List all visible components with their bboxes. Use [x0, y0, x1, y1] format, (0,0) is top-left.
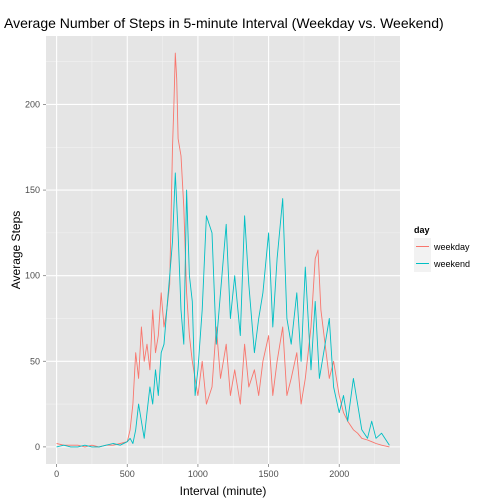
legend-title: day [414, 225, 430, 235]
x-axis-title: Interval (minute) [180, 484, 267, 498]
minor-gridlines [46, 36, 400, 464]
y-tick-label: 100 [25, 271, 40, 281]
y-tick-label: 0 [35, 442, 40, 452]
x-tick-label: 0 [54, 469, 59, 479]
plot-panel [46, 36, 400, 464]
chart-title: Average Number of Steps in 5-minute Inte… [4, 15, 444, 31]
axis-ticks: 0 500 1000 1500 2000 0 50 100 150 200 [25, 99, 349, 479]
series-layer [56, 52, 390, 448]
legend-items: weekday weekend [414, 238, 470, 272]
y-axis-title: Average Steps [9, 211, 23, 290]
x-tick-label: 1000 [188, 469, 208, 479]
y-tick-label: 50 [30, 356, 40, 366]
legend-label-weekday: weekday [433, 242, 470, 252]
legend: day weekday weekend [414, 225, 470, 272]
legend-label-weekend: weekend [433, 259, 470, 269]
series-line-weekend [56, 172, 390, 448]
x-tick-label: 2000 [329, 469, 349, 479]
y-tick-label: 200 [25, 99, 40, 109]
x-tick-label: 1500 [259, 469, 279, 479]
y-tick-label: 150 [25, 185, 40, 195]
x-tick-label: 500 [120, 469, 135, 479]
